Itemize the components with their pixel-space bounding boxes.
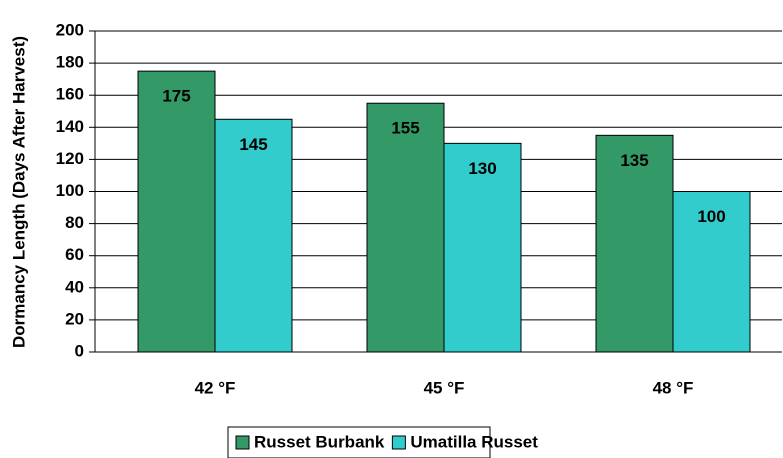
y-tick-label: 200: [56, 20, 84, 39]
y-axis-label: Dormancy Length (Days After Harvest): [9, 36, 28, 348]
data-label: 100: [697, 207, 725, 226]
legend-box: [227, 426, 491, 458]
data-label: 135: [620, 151, 648, 170]
y-tick-label: 160: [56, 85, 84, 104]
bar: [137, 70, 216, 353]
x-tick-label: 45 °F: [424, 378, 465, 397]
legend-swatch: [235, 435, 250, 450]
x-tick-label: 42 °F: [195, 378, 236, 397]
y-tick-label: 40: [65, 277, 84, 296]
bar: [214, 118, 293, 353]
y-tick-label: 80: [65, 213, 84, 232]
y-tick-label: 140: [56, 117, 84, 136]
y-tick-label: 60: [65, 245, 84, 264]
y-tick-label: 100: [56, 181, 84, 200]
bar: [443, 142, 522, 353]
data-label: 175: [162, 87, 190, 106]
x-tick-label: 48 °F: [653, 378, 694, 397]
bar: [595, 134, 674, 353]
data-label: 130: [468, 159, 496, 178]
legend-label: Umatilla Russet: [410, 432, 538, 451]
bar: [366, 102, 445, 353]
y-tick-label: 180: [56, 53, 84, 72]
legend-label: Russet Burbank: [254, 432, 385, 451]
y-tick-label: 0: [75, 341, 84, 360]
data-label: 145: [239, 135, 267, 154]
bar: [672, 191, 751, 353]
legend-swatch: [391, 435, 406, 450]
data-label: 155: [391, 119, 419, 138]
y-tick-label: 20: [65, 309, 84, 328]
y-tick-label: 120: [56, 149, 84, 168]
